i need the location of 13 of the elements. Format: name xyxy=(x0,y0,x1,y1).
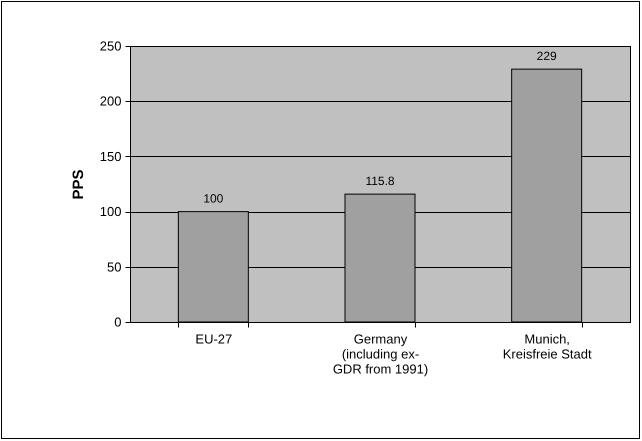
data-label: 100 xyxy=(203,192,224,206)
data-label: 229 xyxy=(536,49,557,64)
x-tick-label: Munich, Kreisfreie Stadt xyxy=(502,332,592,362)
y-tick-label: 150 xyxy=(100,148,122,164)
y-tick-label: 0 xyxy=(114,314,122,330)
y-tick-label: 250 xyxy=(100,38,122,54)
y-axis-title: PPS xyxy=(70,169,87,200)
x-tick-label: Germany (including ex-GDR from 1991) xyxy=(332,332,428,376)
data-label: 115.8 xyxy=(365,174,395,188)
y-tick-label: 50 xyxy=(107,259,122,274)
y-tick-label: 200 xyxy=(100,94,122,109)
y-tick-label: 100 xyxy=(100,204,122,220)
x-tick-label: EU-27 xyxy=(195,332,232,346)
